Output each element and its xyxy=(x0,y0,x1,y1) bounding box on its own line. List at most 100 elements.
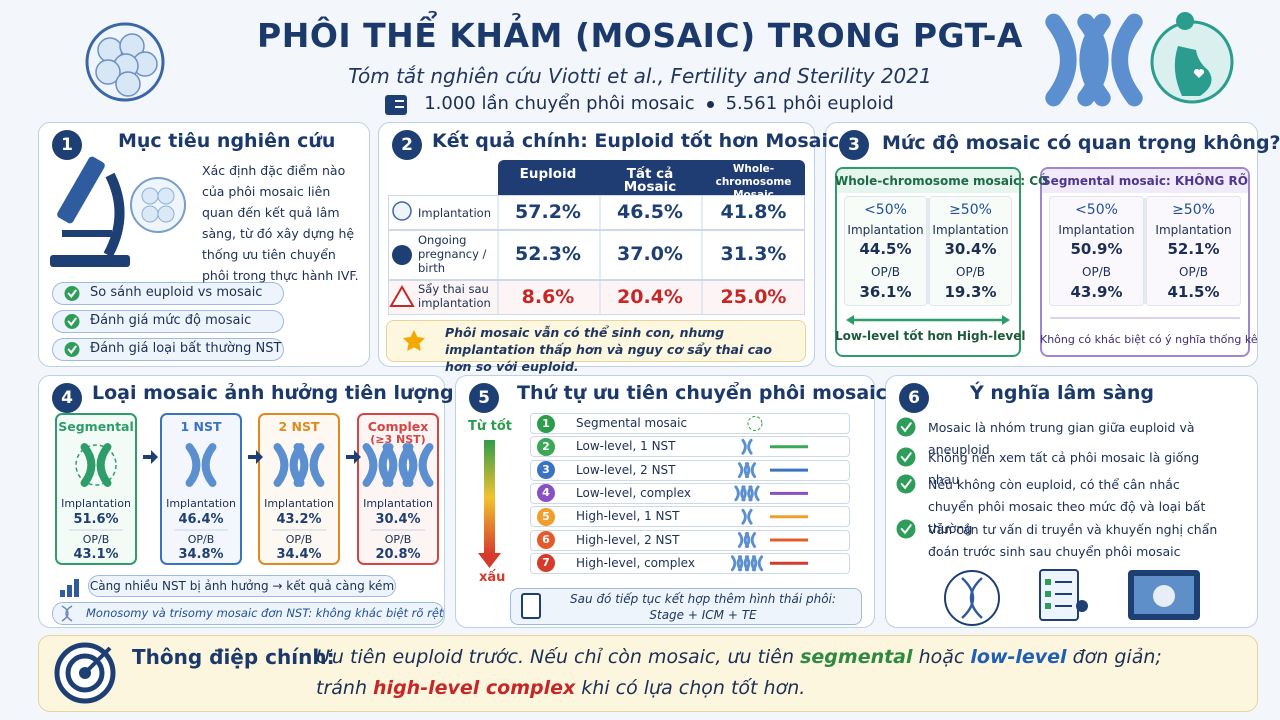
priority-label: Segmental mosaic xyxy=(576,416,688,430)
column-header: Whole-chromosome Mosaic xyxy=(715,163,792,201)
note: Càng nhiều NST bị ảnh hưởng → kết quả cà… xyxy=(89,579,395,593)
note-text: Phôi mosaic vẫn có thể sinh con, nhưng i… xyxy=(445,325,773,374)
message-box xyxy=(38,635,1258,712)
priority-row xyxy=(530,482,850,504)
objective-pill xyxy=(52,338,284,361)
priority-row xyxy=(530,552,850,574)
section-title: Mức độ mosaic có quan trọng không? xyxy=(882,132,1280,154)
section-number: 1 xyxy=(52,130,82,160)
section-title: Loại mosaic ảnh hưởng tiên lượng xyxy=(92,382,454,404)
metric-value: 36.1% xyxy=(859,283,912,301)
note: Monosomy và trisomy mosaic đơn NST: khôn… xyxy=(86,606,444,620)
note-pill xyxy=(88,575,396,597)
note-line: Sau đó tiếp tục kết hợp thêm hình thái p… xyxy=(570,592,836,606)
table-value: 57.2% xyxy=(515,200,581,223)
metric-value: 20.8% xyxy=(375,547,421,562)
implication: Vẫn cần tư vấn di truyền và khuyến nghị … xyxy=(928,522,1218,559)
stat-separator xyxy=(706,100,714,108)
metric-value: 34.4% xyxy=(276,547,322,562)
priority-label: High-level, 1 NST xyxy=(576,509,680,524)
priority-label: High-level, complex xyxy=(576,555,695,570)
scale-bottom: xấu xyxy=(479,570,506,585)
rank-badge: 7 xyxy=(537,554,555,573)
metric-label: Implantation xyxy=(1058,223,1135,237)
type-card xyxy=(55,413,137,565)
type-card xyxy=(258,413,340,565)
message-part: segmental xyxy=(800,646,913,668)
message-part: tránh xyxy=(316,677,374,699)
column-header: Euploid xyxy=(519,166,577,182)
stat: 1.000 lần chuyển phôi mosaic xyxy=(424,93,695,114)
metric-label: OP/B xyxy=(82,533,110,546)
table-row xyxy=(388,230,805,280)
level-cell xyxy=(929,196,1012,306)
stats: 1.000 lần chuyển phôi mosaic 5.561 phôi e… xyxy=(0,93,1280,114)
level-cell xyxy=(1049,196,1144,306)
level: <50% xyxy=(864,202,907,218)
level: ≥50% xyxy=(1172,202,1215,218)
table-value: 52.3% xyxy=(515,243,581,265)
type-detail: (≥3 NST) xyxy=(370,433,426,446)
metric-value: 43.2% xyxy=(276,512,322,527)
type-name: Segmental xyxy=(58,419,134,434)
metric-label: OP/B xyxy=(1179,265,1208,279)
metric-value: 41.5% xyxy=(1167,283,1220,301)
message-part: khi có lựa chọn tốt hơn. xyxy=(575,677,806,699)
metric-label: Implantation xyxy=(363,497,433,510)
section-title: Kết quả chính: Euploid tốt hơn Mosaic xyxy=(432,130,840,152)
message-part: Ưu tiên euploid trước. Nếu chỉ còn mosai… xyxy=(316,646,801,668)
metric-label: Implantation xyxy=(932,223,1009,237)
message-part: low-level xyxy=(970,646,1067,668)
subtitle: Tóm tắt nghiên cứu Viotti et al., Fertil… xyxy=(348,64,932,88)
priority-row xyxy=(530,459,850,481)
scale-top: Từ tốt xyxy=(468,419,513,434)
priority-row xyxy=(530,413,850,434)
implication: Nếu không còn euploid, có thể cân nhắc c… xyxy=(928,477,1206,536)
message-line: Ưu tiên euploid trước. Nếu chỉ còn mosai… xyxy=(316,646,1162,668)
metric-value: 52.1% xyxy=(1167,240,1220,258)
level-cell xyxy=(844,196,927,306)
table-value: 20.4% xyxy=(617,285,683,308)
implication: Không nên xem tất cả phôi mosaic là giốn… xyxy=(928,450,1200,487)
rank-badge: 3 xyxy=(537,461,555,480)
group-footer: Không có khác biệt có ý nghĩa thống kê xyxy=(1040,333,1258,346)
metric-value: 51.6% xyxy=(73,512,119,527)
section-number: 6 xyxy=(899,383,929,413)
objective-item: Đánh giá mức độ mosaic xyxy=(90,313,252,328)
rank-badge: 1 xyxy=(537,414,555,433)
metric-label: Implantation xyxy=(166,497,236,510)
row-label: Implantation xyxy=(418,206,492,220)
metric-value: 30.4% xyxy=(944,240,997,258)
type-card xyxy=(160,413,242,565)
level-cell xyxy=(1146,196,1241,306)
priority-label: Low-level, 2 NST xyxy=(576,462,676,477)
rank-badge: 2 xyxy=(537,437,555,456)
message-label: Thông điệp chính: xyxy=(132,645,335,669)
objective-text: Xác định đặc điểm nào của phôi mosaic li… xyxy=(202,163,359,283)
metric-label: Implantation xyxy=(264,497,334,510)
metric-label: Implantation xyxy=(1155,223,1232,237)
row-label: Ongoing pregnancy / birth xyxy=(418,233,487,275)
metric-label: OP/B xyxy=(1082,265,1111,279)
section-number: 3 xyxy=(839,130,869,160)
metric-value: 19.3% xyxy=(944,283,997,301)
table-value: 25.0% xyxy=(720,285,787,308)
metric-value: 50.9% xyxy=(1070,240,1123,258)
level: <50% xyxy=(1075,202,1118,218)
note-line: Stage + ICM + TE xyxy=(649,608,757,622)
implication: Mosaic là nhóm trung gian giữa euploid v… xyxy=(928,420,1195,457)
section-title: Ý nghĩa lâm sàng xyxy=(970,382,1154,404)
metric-label: Implantation xyxy=(61,497,131,510)
rank-badge: 5 xyxy=(537,507,555,526)
stat: 5.561 phôi euploid xyxy=(725,93,894,114)
metric-value: 43.1% xyxy=(73,547,119,562)
metric-label: Implantation xyxy=(847,223,924,237)
type-name: Complex xyxy=(367,419,429,434)
rank-badge: 4 xyxy=(537,484,555,503)
metric-value: 34.8% xyxy=(178,547,224,562)
message-part: đơn giản; xyxy=(1066,646,1162,668)
objective-pill xyxy=(52,282,284,305)
group-title: Whole-chromosome mosaic: CÓ xyxy=(835,174,1049,188)
